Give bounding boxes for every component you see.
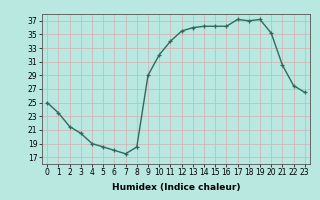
X-axis label: Humidex (Indice chaleur): Humidex (Indice chaleur) bbox=[112, 183, 240, 192]
